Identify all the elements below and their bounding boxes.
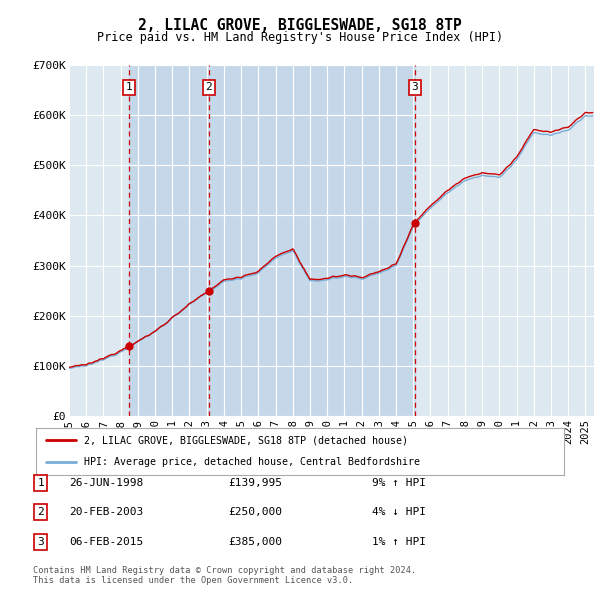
- Text: 9% ↑ HPI: 9% ↑ HPI: [372, 478, 426, 487]
- Text: 4% ↓ HPI: 4% ↓ HPI: [372, 507, 426, 517]
- Text: £385,000: £385,000: [228, 537, 282, 546]
- Text: 3: 3: [37, 537, 44, 546]
- Text: £139,995: £139,995: [228, 478, 282, 487]
- Text: 2: 2: [206, 83, 212, 93]
- Text: 2: 2: [37, 507, 44, 517]
- Bar: [129, 65, 209, 416]
- Text: 2, LILAC GROVE, BIGGLESWADE, SG18 8TP (detached house): 2, LILAC GROVE, BIGGLESWADE, SG18 8TP (d…: [83, 435, 407, 445]
- Bar: [209, 65, 415, 416]
- Text: 3: 3: [412, 83, 418, 93]
- Text: 2, LILAC GROVE, BIGGLESWADE, SG18 8TP: 2, LILAC GROVE, BIGGLESWADE, SG18 8TP: [138, 18, 462, 32]
- Text: HPI: Average price, detached house, Central Bedfordshire: HPI: Average price, detached house, Cent…: [83, 457, 419, 467]
- Text: Price paid vs. HM Land Registry's House Price Index (HPI): Price paid vs. HM Land Registry's House …: [97, 31, 503, 44]
- Text: This data is licensed under the Open Government Licence v3.0.: This data is licensed under the Open Gov…: [33, 576, 353, 585]
- Text: 06-FEB-2015: 06-FEB-2015: [69, 537, 143, 546]
- Text: 1% ↑ HPI: 1% ↑ HPI: [372, 537, 426, 546]
- Text: 1: 1: [125, 83, 132, 93]
- Text: 26-JUN-1998: 26-JUN-1998: [69, 478, 143, 487]
- Text: 20-FEB-2003: 20-FEB-2003: [69, 507, 143, 517]
- Text: £250,000: £250,000: [228, 507, 282, 517]
- Text: Contains HM Land Registry data © Crown copyright and database right 2024.: Contains HM Land Registry data © Crown c…: [33, 566, 416, 575]
- Text: 1: 1: [37, 478, 44, 487]
